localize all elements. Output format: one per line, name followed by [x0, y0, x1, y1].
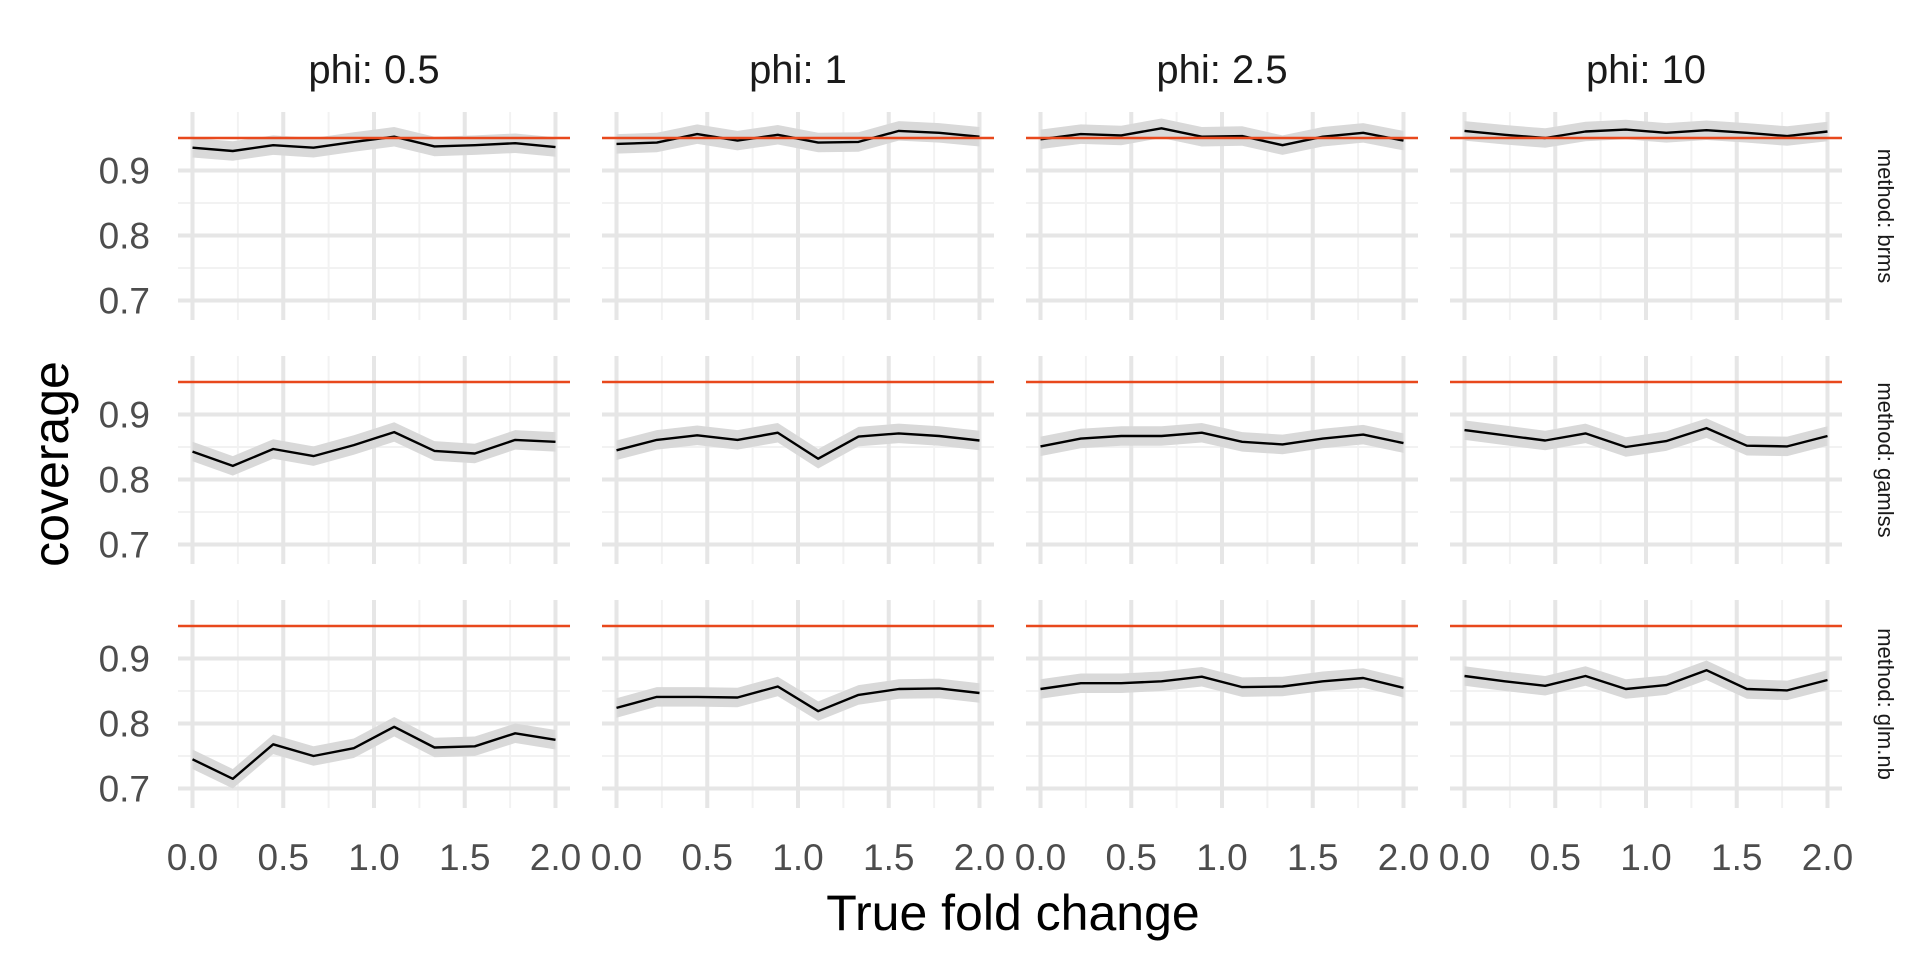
panel [602, 600, 994, 808]
y-tick-label: 0.8 [99, 704, 150, 745]
x-axis-title: True fold change [826, 885, 1199, 941]
y-tick-label: 0.8 [99, 460, 150, 501]
coverage-line [1464, 669, 1828, 692]
x-tick-label: 1.0 [348, 837, 399, 878]
x-tick-label: 1.0 [1620, 837, 1671, 878]
x-tick-label: 0.5 [682, 837, 733, 878]
panel [602, 112, 994, 320]
x-tick-label: 0.0 [1015, 837, 1066, 878]
facet-column-label: phi: 0.5 [308, 48, 439, 92]
y-tick-label: 0.9 [99, 151, 150, 192]
confidence-band [1464, 660, 1828, 701]
x-tick-label: 0.5 [1530, 837, 1581, 878]
x-tick-label: 2.0 [1802, 837, 1853, 878]
panel [178, 600, 570, 808]
coverage-line [1040, 431, 1404, 448]
confidence-band [1464, 119, 1828, 148]
x-tick-label: 0.0 [167, 837, 218, 878]
x-tick-label: 2.0 [1378, 837, 1429, 878]
y-tick-label: 0.8 [99, 216, 150, 257]
x-tick-label: 0.0 [591, 837, 642, 878]
coverage-line [1464, 128, 1828, 140]
coverage-line [191, 725, 556, 780]
panel [1026, 600, 1418, 808]
y-tick-label: 0.9 [99, 639, 150, 680]
y-tick-label: 0.7 [99, 281, 150, 322]
x-tick-label: 0.0 [1439, 837, 1490, 878]
coverage-line [616, 685, 980, 713]
coverage-line [1040, 675, 1404, 691]
labels-layer: phi: 0.5 phi: 1 phi: 2.5 phi: 10 method: brm… [99, 48, 1898, 878]
coverage-line [192, 430, 556, 468]
panel [602, 356, 994, 564]
confidence-band [1040, 423, 1404, 457]
coverage-line [1464, 426, 1828, 449]
panel [1450, 356, 1842, 564]
panel [178, 356, 570, 564]
facet-column-label: phi: 1 [749, 48, 847, 92]
y-tick-label: 0.7 [99, 769, 150, 810]
x-tick-label: 2.0 [530, 837, 581, 878]
panel [178, 112, 570, 320]
facet-row-label: method: brms [1873, 149, 1898, 284]
y-tick-label: 0.9 [99, 395, 150, 436]
x-tick-label: 0.5 [258, 837, 309, 878]
x-tick-label: 1.5 [1287, 837, 1338, 878]
confidence-band [1464, 418, 1828, 457]
facet-column-label: phi: 2.5 [1156, 48, 1287, 92]
facet-column-label: phi: 10 [1586, 48, 1706, 92]
x-tick-label: 1.0 [772, 837, 823, 878]
x-tick-label: 1.0 [1196, 837, 1247, 878]
facet-row-label: method: gamlss [1873, 382, 1898, 537]
panels-layer [178, 112, 1842, 808]
x-tick-label: 1.5 [1711, 837, 1762, 878]
x-tick-label: 1.5 [439, 837, 490, 878]
facet-row-label: method: glm.nb [1873, 628, 1898, 780]
panel [1450, 112, 1842, 320]
x-tick-label: 2.0 [954, 837, 1005, 878]
confidence-band [192, 422, 556, 476]
x-tick-label: 1.5 [863, 837, 914, 878]
coverage-line [1040, 127, 1404, 147]
panel [1026, 356, 1418, 564]
panel [1026, 112, 1418, 320]
panel [1450, 600, 1842, 808]
x-tick-label: 0.5 [1106, 837, 1157, 878]
coverage-line [616, 431, 980, 460]
y-tick-label: 0.7 [99, 525, 150, 566]
y-axis-title: coverage [23, 361, 79, 567]
confidence-band [192, 127, 556, 161]
